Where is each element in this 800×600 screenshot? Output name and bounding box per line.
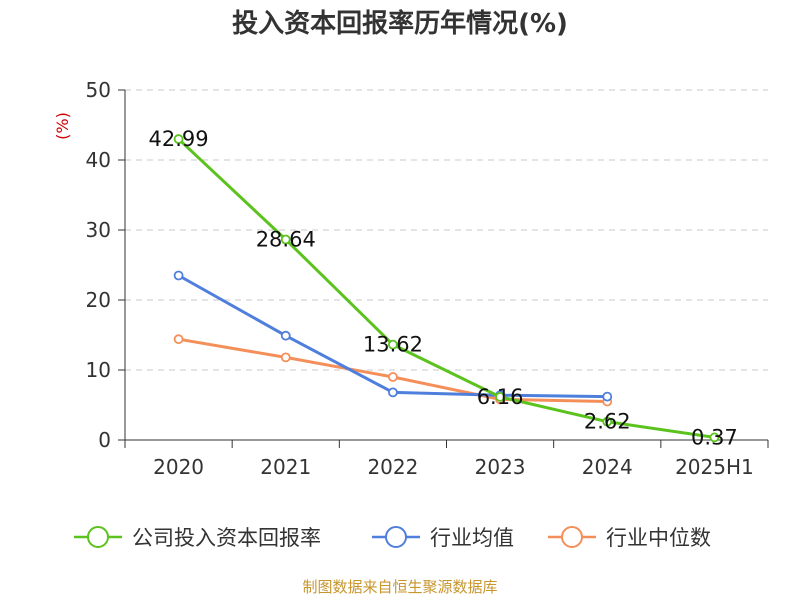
data-point-1: [388, 387, 398, 398]
data-label: 28.64: [256, 228, 316, 252]
legend-label: 行业均值: [430, 526, 514, 550]
x-tick-label: 2021: [260, 455, 311, 479]
x-tick-label: 2024: [582, 455, 633, 479]
x-tick-label: 2022: [367, 455, 418, 479]
legend-swatch-marker: [87, 526, 109, 548]
y-tick-label: 50: [86, 78, 111, 102]
x-tick-label: 2025H1: [675, 455, 754, 479]
data-point-1: [173, 270, 184, 281]
y-tick-label: 0: [98, 428, 111, 452]
data-point-0: [388, 339, 398, 350]
data-label: 13.62: [363, 333, 423, 357]
source-note: 制图数据来自恒生聚源数据库: [302, 578, 497, 596]
legend-label: 公司投入资本回报率: [132, 526, 321, 550]
y-tick-label: 20: [86, 288, 111, 312]
legend-swatch-marker: [385, 526, 407, 548]
chart-title: 投入资本回报率历年情况(%): [232, 8, 568, 39]
data-point-1: [280, 330, 291, 341]
axes: 0 10 20 30 40 50 2020 2021 2022 2023 2024 2025H1: [86, 78, 769, 479]
series-layer: [173, 134, 720, 443]
data-point-0: [495, 391, 505, 402]
y-tick-label: 30: [86, 218, 111, 242]
data-point-2: [173, 334, 184, 345]
data-point-0: [173, 134, 184, 144]
data-label: 6.16: [477, 385, 524, 409]
y-axis-unit: (%): [53, 112, 72, 140]
data-point-0: [280, 234, 291, 245]
x-tick-label: 2023: [475, 455, 526, 479]
y-tick-label: 10: [86, 358, 111, 382]
legend: 公司投入资本回报率 行业均值 行业中位数: [74, 526, 711, 550]
legend-swatch-marker: [561, 526, 583, 548]
x-tick-label: 2020: [153, 455, 204, 479]
data-labels: 42.99 28.64 13.62 6.16 2.62 0.37: [149, 127, 738, 449]
data-label: 0.37: [691, 425, 738, 449]
data-label: 42.99: [149, 127, 209, 151]
data-point-2: [280, 352, 291, 363]
y-tick-label: 40: [86, 148, 111, 172]
legend-label: 行业中位数: [606, 526, 711, 550]
series-line-0: [177, 137, 715, 439]
data-point-1: [602, 391, 613, 402]
data-point-0: [709, 432, 720, 443]
data-point-0: [602, 416, 613, 427]
grid-lines: [125, 89, 768, 371]
data-point-2: [388, 372, 398, 382]
data-label: 2.62: [584, 410, 631, 434]
